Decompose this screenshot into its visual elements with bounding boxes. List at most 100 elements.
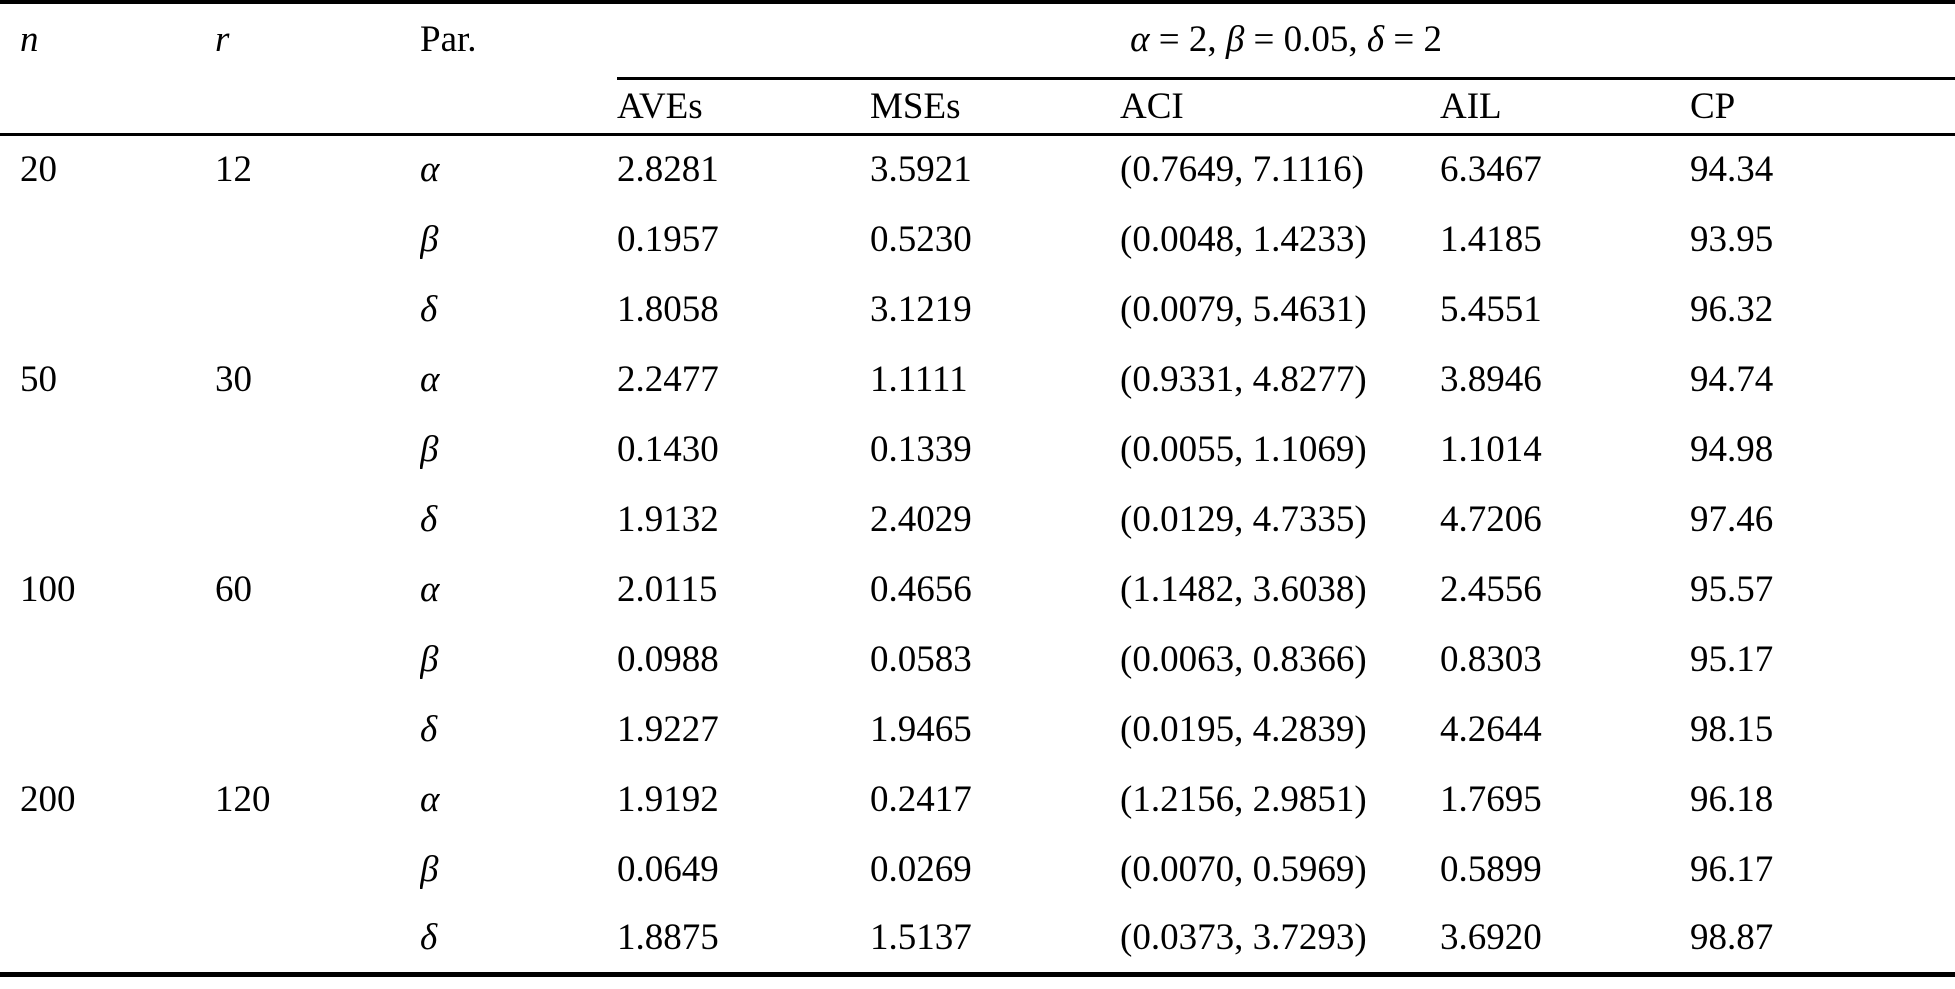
cell-cp: 96.17 — [1690, 848, 1774, 890]
cell-par: α — [420, 149, 440, 191]
col-header-ail: AIL — [1440, 78, 1690, 136]
cell-r — [215, 834, 420, 904]
cell-par: δ — [420, 288, 438, 330]
cell-aci: (0.0055, 1.1069) — [1120, 428, 1367, 470]
cell-aci: (0.0070, 0.5969) — [1120, 848, 1367, 890]
cell-mses: 0.5230 — [870, 218, 972, 260]
cell-aci: (0.0079, 5.4631) — [1120, 288, 1367, 330]
cell-n — [0, 484, 215, 554]
cell-n — [0, 414, 215, 484]
table-header: n r Par. α = 2, β = 0.05, δ = 2 AVEs MSE… — [0, 2, 1955, 136]
cell-cp: 97.46 — [1690, 498, 1774, 540]
cell-cp: 98.15 — [1690, 708, 1774, 750]
cell-par: β — [420, 218, 439, 260]
cell-cp: 96.32 — [1690, 288, 1774, 330]
cell-par: α — [420, 778, 440, 820]
cell-r: 120 — [215, 778, 271, 820]
cell-aci: (0.0373, 3.7293) — [1120, 917, 1367, 959]
cell-mses: 0.2417 — [870, 778, 972, 820]
table-row: 200 120 α 1.9192 0.2417 (1.2156, 2.9851) 1.769… — [0, 764, 1955, 834]
col-header-r: r — [215, 2, 420, 136]
cell-r: 60 — [215, 568, 252, 610]
cell-aci: (0.7649, 7.1116) — [1120, 149, 1364, 191]
cell-cp: 98.87 — [1690, 917, 1774, 959]
cell-aves: 1.9192 — [617, 778, 719, 820]
cell-mses: 2.4029 — [870, 498, 972, 540]
cell-r — [215, 484, 420, 554]
cell-r — [215, 904, 420, 974]
cell-mses: 1.1111 — [870, 358, 968, 400]
table-row: δ 1.8875 1.5137 (0.0373, 3.7293) 3.6920 98.87 — [0, 904, 1955, 974]
table-body: 20 12 α 2.8281 3.5921 (0.7649, 7.1116) 6.3467 9… — [0, 134, 1955, 974]
cell-r — [215, 414, 420, 484]
cell-par: β — [420, 848, 439, 890]
table-row: β 0.0988 0.0583 (0.0063, 0.8366) 0.8303 95.17 — [0, 624, 1955, 694]
cell-n: 100 — [20, 568, 76, 610]
table-row: β 0.1430 0.1339 (0.0055, 1.1069) 1.1014 94.98 — [0, 414, 1955, 484]
cell-ail: 3.8946 — [1440, 358, 1542, 400]
cell-par: δ — [420, 498, 438, 540]
group-header-alpha-symbol: α — [1130, 19, 1150, 60]
col-header-cp: CP — [1690, 78, 1955, 136]
cell-r: 30 — [215, 358, 252, 400]
cell-aves: 2.2477 — [617, 358, 719, 400]
cell-ail: 4.7206 — [1440, 498, 1542, 540]
cell-ail: 3.6920 — [1440, 917, 1542, 959]
cell-aves: 2.8281 — [617, 149, 719, 191]
group-header-delta-value: = 2 — [1384, 19, 1442, 60]
cell-mses: 1.5137 — [870, 917, 972, 959]
cell-aves: 0.1957 — [617, 218, 719, 260]
group-header-beta-value: = 0.05, — [1244, 19, 1367, 60]
table-row: 100 60 α 2.0115 0.4656 (1.1482, 3.6038) 2.4556… — [0, 554, 1955, 624]
cell-ail: 6.3467 — [1440, 149, 1542, 191]
cell-aves: 1.8058 — [617, 288, 719, 330]
col-header-par: Par. — [420, 2, 617, 136]
group-header-alpha-value: = 2, — [1149, 19, 1226, 60]
cell-r — [215, 624, 420, 694]
cell-aci: (1.1482, 3.6038) — [1120, 568, 1367, 610]
cell-ail: 5.4551 — [1440, 288, 1542, 330]
cell-cp: 93.95 — [1690, 218, 1774, 260]
cell-ail: 0.8303 — [1440, 638, 1542, 680]
cell-r — [215, 694, 420, 764]
cell-mses: 0.4656 — [870, 568, 972, 610]
header-row-group: n r Par. α = 2, β = 0.05, δ = 2 — [0, 2, 1955, 136]
cell-aci: (0.0063, 0.8366) — [1120, 638, 1367, 680]
cell-par: δ — [420, 917, 438, 959]
table-row: 50 30 α 2.2477 1.1111 (0.9331, 4.8277) 3.8946 9… — [0, 344, 1955, 414]
group-header-beta-symbol: β — [1225, 19, 1245, 60]
cell-ail: 2.4556 — [1440, 568, 1542, 610]
cell-aci: (0.9331, 4.8277) — [1120, 358, 1367, 400]
cell-n — [0, 904, 215, 974]
cell-par: β — [420, 428, 439, 470]
cell-ail: 0.5899 — [1440, 848, 1542, 890]
cell-r: 12 — [215, 149, 252, 191]
table-row: β 0.1957 0.5230 (0.0048, 1.4233) 1.4185 93.95 — [0, 204, 1955, 274]
cell-cp: 95.57 — [1690, 568, 1774, 610]
cell-par: β — [420, 638, 439, 680]
cell-ail: 1.7695 — [1440, 778, 1542, 820]
cell-r — [215, 274, 420, 344]
cell-n — [0, 274, 215, 344]
cell-n: 50 — [20, 358, 57, 400]
cell-cp: 96.18 — [1690, 778, 1774, 820]
col-header-mses: MSEs — [870, 78, 1120, 136]
cell-cp: 94.34 — [1690, 149, 1774, 191]
cell-n: 200 — [20, 778, 76, 820]
table-row: δ 1.9227 1.9465 (0.0195, 4.2839) 4.2644 98.15 — [0, 694, 1955, 764]
cell-mses: 3.1219 — [870, 288, 972, 330]
cell-aves: 2.0115 — [617, 568, 718, 610]
header-row-columns: AVEs MSEs ACI AIL CP — [0, 78, 1955, 136]
table-row: β 0.0649 0.0269 (0.0070, 0.5969) 0.5899 96.17 — [0, 834, 1955, 904]
cell-ail: 1.4185 — [1440, 218, 1542, 260]
cell-n: 20 — [20, 149, 57, 191]
cell-aci: (1.2156, 2.9851) — [1120, 778, 1367, 820]
cell-mses: 0.0269 — [870, 848, 972, 890]
cell-aves: 0.1430 — [617, 428, 719, 470]
cell-aves: 1.9227 — [617, 708, 719, 750]
group-header-delta-symbol: δ — [1366, 19, 1385, 60]
cell-par: α — [420, 568, 440, 610]
cell-aci: (0.0129, 4.7335) — [1120, 498, 1367, 540]
col-header-aci: ACI — [1120, 78, 1440, 136]
cell-aves: 0.0649 — [617, 848, 719, 890]
